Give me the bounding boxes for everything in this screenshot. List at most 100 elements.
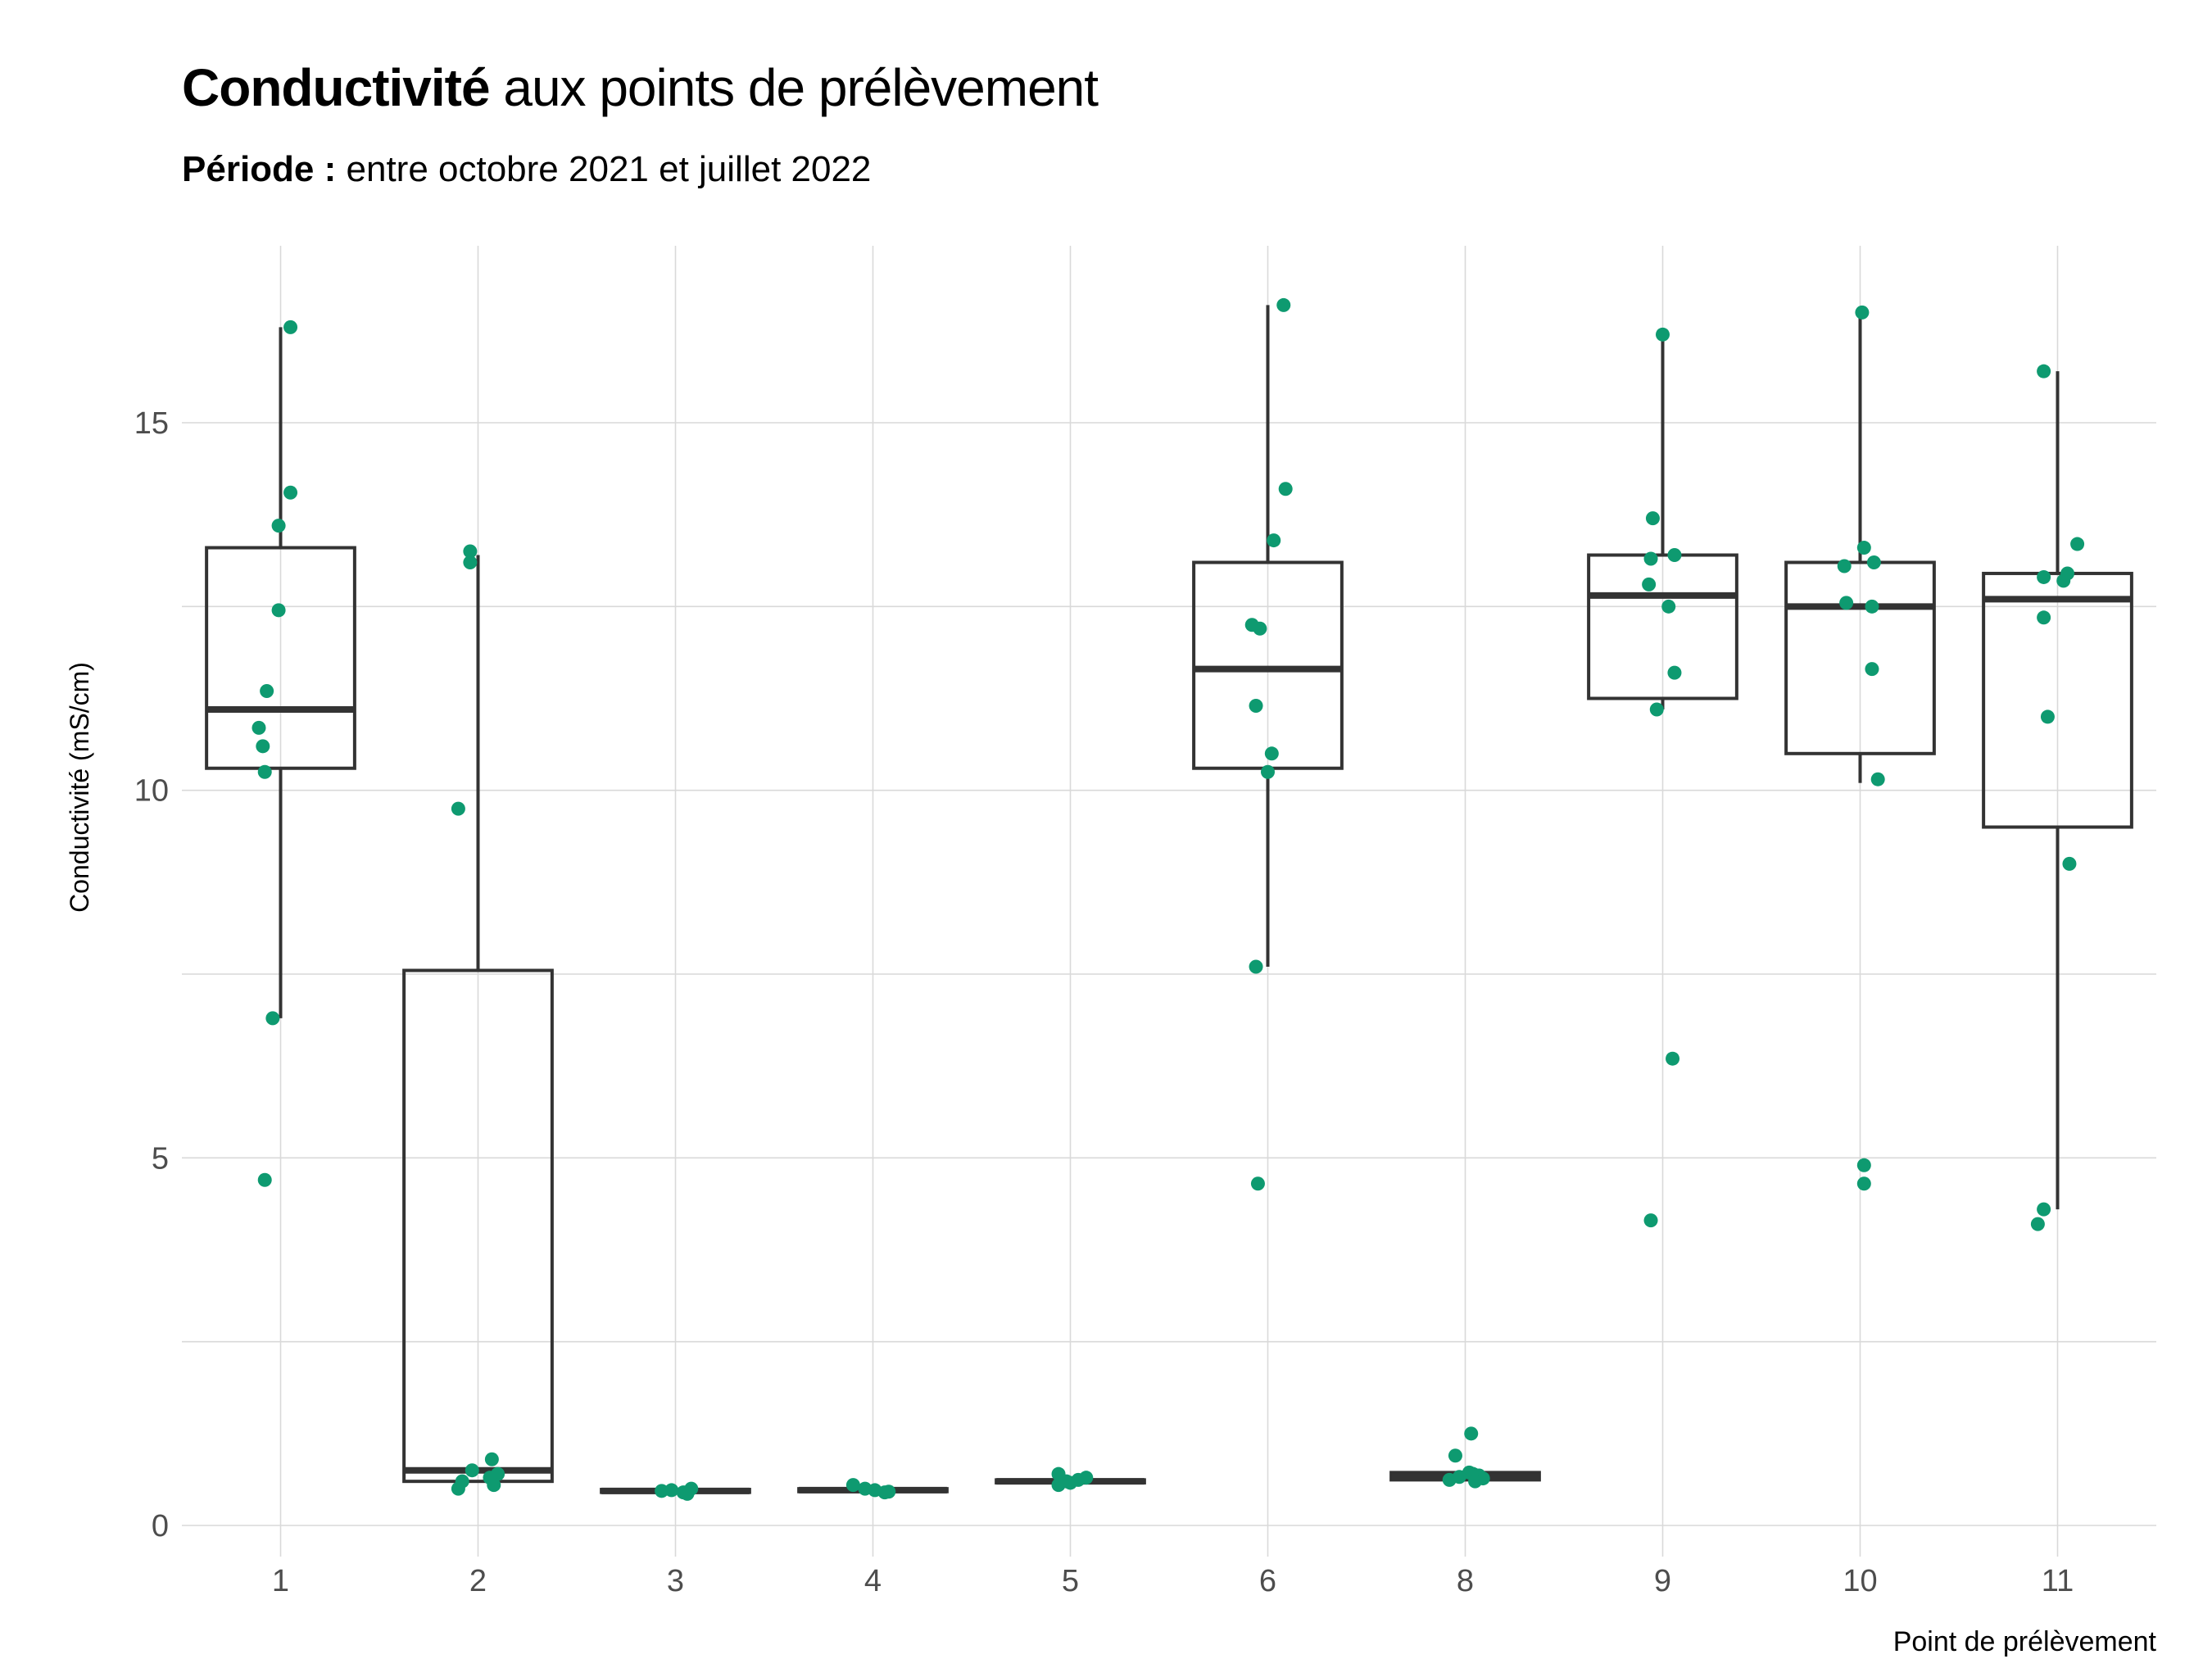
- data-point: [1278, 482, 1293, 496]
- data-point: [877, 1485, 892, 1500]
- data-point: [2062, 856, 2077, 871]
- data-point: [1250, 1176, 1265, 1191]
- box-11: [1982, 371, 2133, 1210]
- data-point: [252, 720, 266, 735]
- data-point: [1666, 1051, 1680, 1066]
- axes: Conductivité (mS/cm) Point de prélèvemen…: [65, 406, 2157, 1657]
- data-point: [451, 1481, 465, 1496]
- box-10: [1784, 312, 1936, 783]
- x-tick-label: 11: [2042, 1564, 2074, 1598]
- data-point: [1468, 1474, 1483, 1489]
- box-rect: [205, 546, 356, 770]
- data-point: [257, 1172, 272, 1187]
- data-point: [1063, 1475, 1077, 1490]
- x-tick-label: 4: [864, 1564, 882, 1598]
- x-tick-label: 9: [1654, 1564, 1671, 1598]
- data-point: [1643, 551, 1658, 566]
- data-point: [1855, 305, 1870, 320]
- data-point: [484, 1452, 499, 1466]
- data-point: [451, 801, 465, 816]
- data-point: [283, 485, 298, 500]
- chart-subtitle-bold: Période :: [182, 149, 337, 189]
- data-point: [1249, 959, 1263, 974]
- data-point: [1642, 577, 1657, 592]
- data-point: [2040, 709, 2055, 724]
- data-point: [1645, 511, 1660, 526]
- data-point: [1448, 1448, 1462, 1463]
- chart-subtitle: Période : entre octobre 2021 et juillet …: [182, 149, 871, 190]
- data-point: [1267, 533, 1281, 548]
- data-point: [2037, 364, 2051, 378]
- data-point: [1865, 662, 1879, 677]
- box-rect: [1982, 571, 2133, 829]
- data-point: [1839, 596, 1854, 610]
- data-point: [1856, 1158, 1871, 1172]
- x-tick-label: 6: [1259, 1564, 1276, 1598]
- data-point: [463, 555, 478, 569]
- data-point: [2037, 1202, 2051, 1217]
- data-point: [260, 684, 274, 699]
- chart-subtitle-rest: entre octobre 2021 et juillet 2022: [336, 149, 872, 189]
- data-point: [1649, 702, 1664, 717]
- data-point: [1656, 327, 1670, 342]
- x-tick-label: 5: [1062, 1564, 1079, 1598]
- data-point: [1837, 559, 1852, 573]
- data-point: [2070, 537, 2085, 551]
- data-point: [1667, 548, 1682, 563]
- data-point: [257, 764, 272, 779]
- x-tick-label: 2: [469, 1564, 487, 1598]
- y-tick-label: 15: [134, 406, 169, 441]
- data-point: [1253, 621, 1267, 636]
- data-point: [845, 1478, 860, 1493]
- data-point: [1249, 698, 1263, 713]
- box-1: [205, 327, 356, 1018]
- data-point: [1866, 555, 1881, 569]
- data-point: [1442, 1472, 1457, 1487]
- data-point: [1261, 764, 1275, 779]
- data-point: [1264, 746, 1279, 761]
- data-point: [680, 1486, 695, 1501]
- data-point: [1051, 1478, 1066, 1493]
- data-point: [1276, 297, 1291, 312]
- data-point: [655, 1484, 669, 1498]
- data-point: [2056, 573, 2071, 588]
- y-tick-label: 10: [134, 774, 169, 809]
- data-point: [465, 1463, 479, 1478]
- data-point: [1464, 1426, 1479, 1441]
- box-rect: [1587, 553, 1738, 700]
- x-tick-label: 3: [667, 1564, 684, 1598]
- data-point: [271, 519, 286, 533]
- data-point: [265, 1011, 280, 1026]
- data-point: [463, 544, 478, 559]
- y-tick-label: 0: [152, 1509, 169, 1543]
- data-point: [1661, 599, 1676, 614]
- x-tick-label: 1: [272, 1564, 289, 1598]
- data-point: [2030, 1217, 2045, 1231]
- box-rect: [1784, 560, 1936, 755]
- data-point: [271, 603, 286, 618]
- data-point: [283, 320, 298, 334]
- x-axis-label: Point de prélèvement: [1893, 1626, 2157, 1657]
- data-point: [1870, 772, 1885, 786]
- y-axis-label: Conductivité (mS/cm): [65, 662, 94, 913]
- chart-title-rest: aux points de prélèvement: [489, 58, 1099, 117]
- boxes: [205, 305, 2133, 1494]
- data-point: [1856, 541, 1871, 555]
- data-point: [1643, 1213, 1658, 1228]
- x-tick-label: 10: [1843, 1564, 1877, 1598]
- data-point: [1667, 665, 1682, 680]
- data-point: [2037, 569, 2051, 584]
- data-point: [1856, 1176, 1871, 1191]
- y-tick-label: 5: [152, 1141, 169, 1176]
- data-points: [252, 297, 2085, 1501]
- chart-title: Conductivité aux points de prélèvement: [182, 57, 1099, 118]
- box-9: [1587, 334, 1738, 709]
- data-point: [1865, 599, 1879, 614]
- box-rect: [402, 968, 554, 1484]
- chart-title-bold: Conductivité: [182, 58, 491, 117]
- x-tick-label: 8: [1457, 1564, 1474, 1598]
- data-point: [2037, 610, 2051, 625]
- data-point: [487, 1478, 501, 1493]
- data-point: [256, 739, 270, 754]
